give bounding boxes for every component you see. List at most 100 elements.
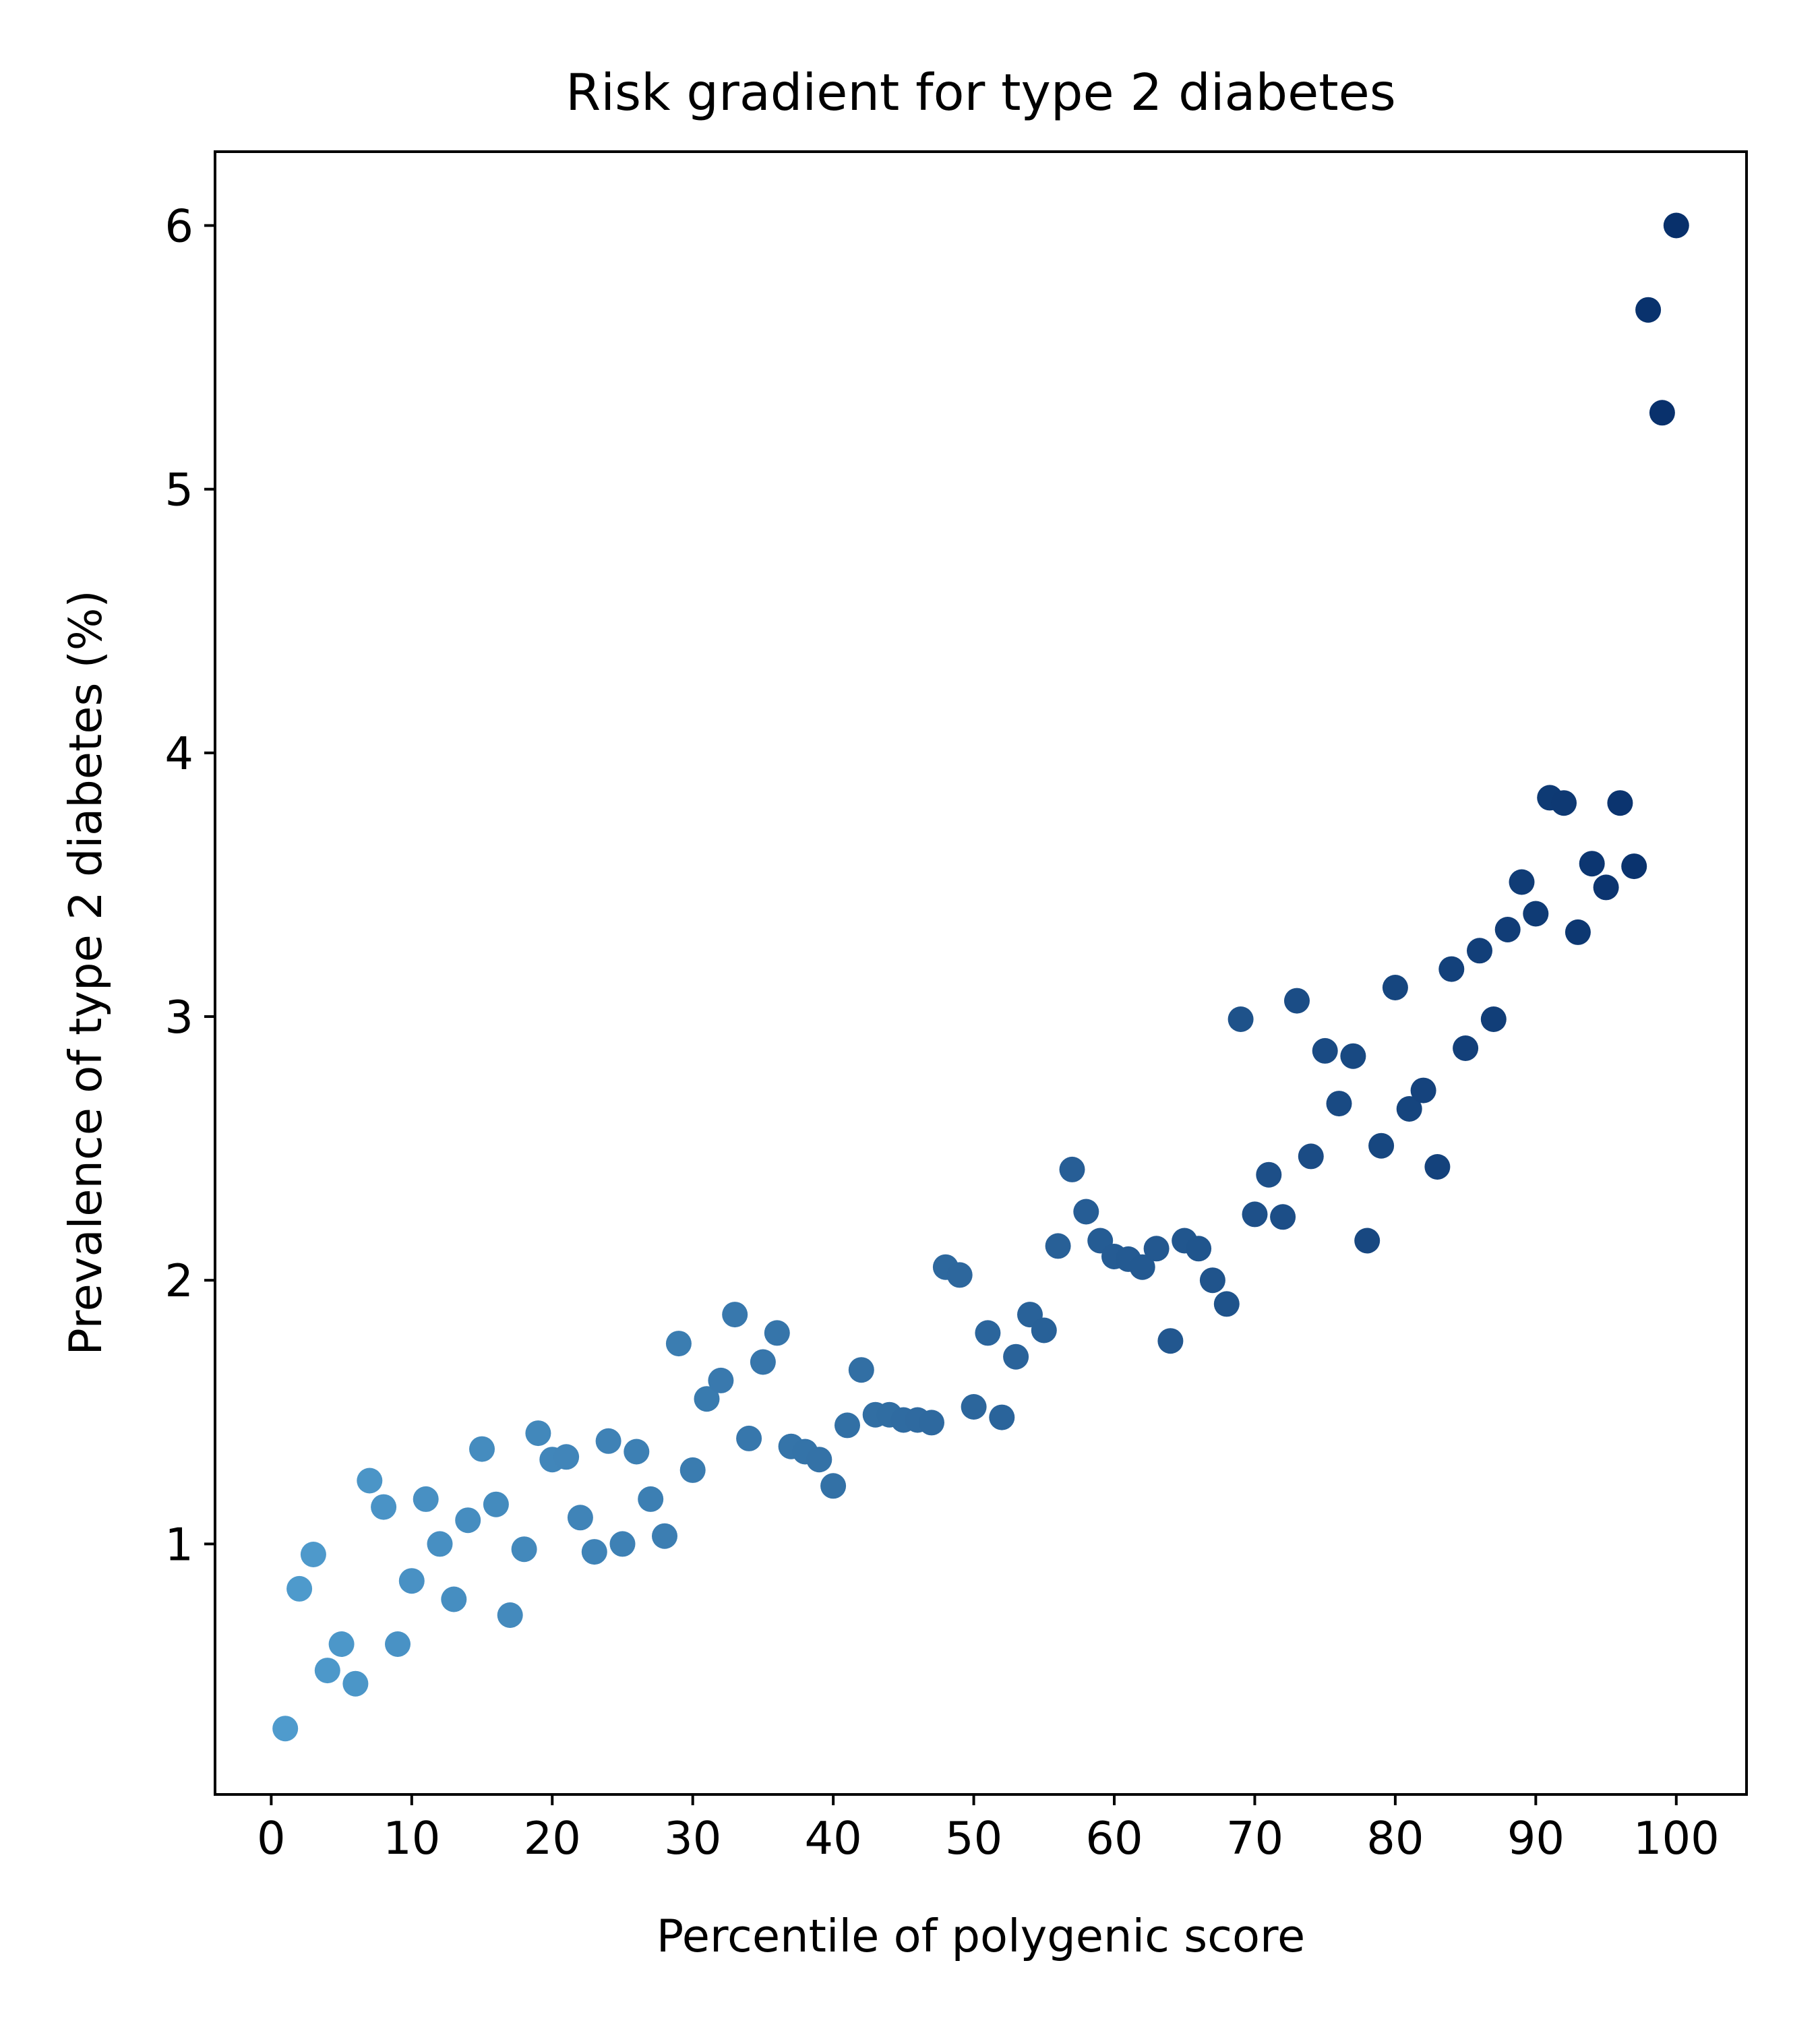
data-point — [1607, 790, 1633, 816]
data-point — [1438, 956, 1465, 982]
data-point — [679, 1457, 706, 1483]
data-point — [722, 1302, 748, 1328]
data-point — [1045, 1233, 1071, 1259]
data-point — [497, 1602, 523, 1628]
data-point — [272, 1716, 299, 1742]
data-point — [300, 1542, 326, 1567]
y-tick-label: 4 — [164, 727, 193, 780]
data-point — [413, 1486, 439, 1512]
data-point — [1649, 400, 1675, 426]
data-point — [1199, 1267, 1225, 1294]
points-layer — [272, 212, 1689, 1742]
x-tick-label: 0 — [257, 1812, 286, 1865]
data-point — [371, 1494, 397, 1520]
data-point — [581, 1539, 607, 1565]
x-tick-label: 60 — [1085, 1812, 1143, 1865]
data-point — [1003, 1343, 1029, 1370]
y-tick-label: 1 — [164, 1518, 193, 1571]
data-point — [328, 1631, 355, 1657]
data-point — [385, 1631, 411, 1657]
data-point — [1186, 1236, 1212, 1262]
data-point — [694, 1386, 720, 1412]
data-point — [820, 1473, 847, 1499]
data-point — [553, 1444, 580, 1470]
data-point — [342, 1670, 369, 1697]
data-point — [989, 1404, 1015, 1430]
data-point — [806, 1447, 832, 1473]
x-tick-label: 70 — [1226, 1812, 1283, 1865]
data-point — [1312, 1037, 1338, 1064]
y-tick-label: 3 — [164, 991, 193, 1044]
x-tick-label: 80 — [1366, 1812, 1424, 1865]
data-point — [736, 1425, 762, 1451]
data-point — [286, 1575, 313, 1602]
data-point — [1284, 988, 1310, 1014]
data-point — [1298, 1143, 1324, 1170]
data-point — [665, 1331, 692, 1357]
data-point — [469, 1436, 495, 1462]
data-point — [1410, 1077, 1436, 1104]
data-point — [357, 1468, 383, 1494]
plot-frame — [214, 150, 1748, 1796]
y-axis-label: Prevalence of type 2 diabetes (%) — [59, 590, 112, 1355]
data-point — [1396, 1096, 1422, 1122]
data-point — [1340, 1043, 1366, 1069]
x-tick-label: 10 — [383, 1812, 440, 1865]
data-point — [1579, 851, 1605, 877]
data-point — [848, 1357, 874, 1383]
data-point — [441, 1586, 467, 1612]
x-tick-label: 30 — [664, 1812, 721, 1865]
y-tick-label: 2 — [164, 1255, 193, 1307]
data-point — [1565, 919, 1591, 945]
x-axis: 0 10 20 30 40 50 60 70 80 90 100 — [257, 1794, 1720, 1865]
data-point — [835, 1412, 860, 1439]
data-point — [946, 1262, 973, 1288]
data-point — [525, 1420, 551, 1447]
data-point — [1424, 1154, 1451, 1180]
data-point — [1270, 1204, 1296, 1230]
data-point — [638, 1486, 664, 1512]
y-axis: 1 2 3 4 5 6 — [164, 200, 215, 1571]
data-point — [1480, 1006, 1507, 1032]
data-point — [1059, 1156, 1085, 1182]
data-point — [624, 1439, 650, 1465]
data-point — [1453, 1035, 1479, 1061]
data-point — [1523, 901, 1549, 927]
data-point — [1326, 1091, 1352, 1117]
data-point — [764, 1320, 790, 1346]
data-point — [511, 1536, 537, 1563]
data-point — [1143, 1236, 1170, 1262]
data-point — [1242, 1201, 1268, 1228]
x-tick-label: 90 — [1507, 1812, 1565, 1865]
data-point — [1635, 297, 1662, 323]
data-point — [483, 1491, 509, 1517]
x-tick-label: 40 — [805, 1812, 862, 1865]
data-point — [567, 1505, 593, 1531]
x-tick-label: 50 — [945, 1812, 1002, 1865]
data-point — [1663, 212, 1689, 239]
data-point — [652, 1523, 677, 1549]
x-axis-label: Percentile of polygenic score — [657, 1910, 1306, 1962]
data-point — [1256, 1161, 1282, 1188]
data-point — [1494, 917, 1521, 942]
data-point — [1031, 1317, 1057, 1343]
x-tick-label: 20 — [524, 1812, 581, 1865]
data-point — [427, 1531, 453, 1557]
data-point — [609, 1531, 636, 1557]
data-point — [1129, 1254, 1155, 1280]
data-point — [1213, 1291, 1240, 1317]
data-point — [455, 1507, 481, 1534]
data-point — [1621, 853, 1647, 880]
data-point — [1593, 874, 1619, 901]
data-point — [919, 1410, 944, 1436]
y-tick-label: 5 — [164, 464, 193, 516]
data-point — [1509, 869, 1535, 895]
data-point — [975, 1320, 1001, 1346]
data-point — [708, 1367, 734, 1393]
data-point — [1354, 1228, 1381, 1254]
y-tick-label: 6 — [164, 200, 193, 253]
data-point — [750, 1349, 776, 1375]
data-point — [1157, 1328, 1184, 1354]
